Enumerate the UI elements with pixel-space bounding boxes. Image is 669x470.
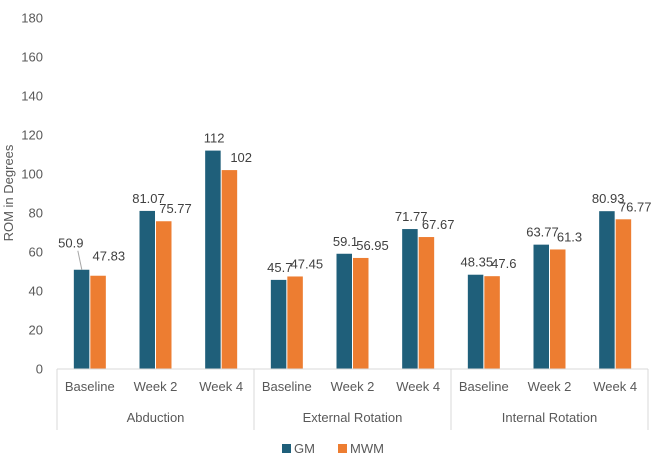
y-tick-label: 20 bbox=[29, 323, 43, 338]
bar-mwm bbox=[484, 276, 500, 369]
x-tick-label: Baseline bbox=[459, 379, 509, 394]
data-label-mwm: 61.3 bbox=[557, 229, 582, 244]
data-label-mwm: 102 bbox=[230, 150, 252, 165]
x-tick-label: Week 2 bbox=[134, 379, 178, 394]
data-label-gm: 71.77 bbox=[395, 209, 428, 224]
bar-gm bbox=[139, 210, 155, 369]
y-axis-title: ROM in Degrees bbox=[1, 144, 16, 241]
data-label-mwm: 56.95 bbox=[356, 238, 389, 253]
legend-label-mwm: MWM bbox=[350, 441, 384, 456]
data-label-gm: 48.35 bbox=[461, 255, 494, 270]
group-label: Abduction bbox=[127, 410, 185, 425]
data-label-gm: 59.1 bbox=[333, 234, 358, 249]
bar-gm bbox=[336, 253, 352, 369]
data-label-gm: 45.7 bbox=[267, 260, 292, 275]
legend-swatch-mwm bbox=[338, 444, 347, 453]
y-tick-label: 40 bbox=[29, 284, 43, 299]
legend-label-gm: GM bbox=[294, 441, 315, 456]
x-axis: Baseline Week 2 Week 4 Baseline Week 2 Week 4… bbox=[56, 368, 649, 430]
x-tick-label: Week 4 bbox=[593, 379, 637, 394]
bar-gm bbox=[73, 269, 90, 369]
y-tick-label: 0 bbox=[36, 362, 43, 377]
bar-mwm bbox=[353, 257, 369, 369]
data-label-mwm: 76.77 bbox=[619, 199, 652, 214]
y-tick-label: 100 bbox=[21, 167, 43, 182]
group-label: Internal Rotation bbox=[502, 410, 597, 425]
y-tick-label: 140 bbox=[21, 89, 43, 104]
data-label-gm: 81.07 bbox=[132, 191, 165, 206]
data-label-mwm: 47.45 bbox=[291, 256, 324, 271]
leader-line bbox=[77, 250, 83, 270]
y-tick-label: 120 bbox=[21, 128, 43, 143]
bar-mwm bbox=[156, 221, 172, 369]
bar-gm bbox=[599, 211, 615, 369]
data-label-mwm: 67.67 bbox=[422, 217, 455, 232]
group-label: External Rotation bbox=[303, 410, 403, 425]
legend: GM MWM bbox=[282, 441, 384, 456]
y-tick-label: 60 bbox=[29, 245, 43, 260]
x-tick-label: Week 2 bbox=[331, 379, 375, 394]
data-labels: 50.9 81.07 112 45.7 59.1 71.77 48.35 63.77 80.93… bbox=[58, 131, 651, 275]
data-label-mwm: 47.6 bbox=[491, 256, 516, 271]
bars bbox=[73, 150, 632, 369]
x-tick-label: Week 4 bbox=[396, 379, 440, 394]
bar-mwm bbox=[287, 276, 303, 369]
y-tick-label: 80 bbox=[29, 206, 43, 221]
data-label-gm: 112 bbox=[204, 131, 225, 146]
data-label-gm: 63.77 bbox=[526, 225, 559, 240]
bar-mwm bbox=[418, 237, 435, 369]
x-tick-label: Week 2 bbox=[528, 379, 572, 394]
y-axis-ticks: 0 20 40 60 80 100 120 140 160 180 bbox=[21, 11, 43, 377]
bar-mwm bbox=[550, 249, 566, 369]
x-tick-label: Baseline bbox=[262, 379, 312, 394]
data-label-mwm: 75.77 bbox=[159, 201, 192, 216]
legend-swatch-gm bbox=[282, 444, 291, 453]
data-label-mwm: 47.83 bbox=[93, 249, 126, 264]
bar-gm bbox=[467, 274, 484, 369]
data-label-gm: 50.9 bbox=[58, 236, 83, 251]
bar-gm bbox=[533, 244, 549, 369]
y-tick-label: 160 bbox=[21, 50, 43, 65]
bar-mwm bbox=[90, 275, 106, 369]
data-label-gm: 80.93 bbox=[592, 191, 625, 206]
bar-gm bbox=[402, 229, 418, 369]
x-tick-label: Baseline bbox=[65, 379, 115, 394]
x-tick-label: Week 4 bbox=[199, 379, 243, 394]
bar-gm bbox=[270, 279, 287, 369]
bar-mwm bbox=[615, 219, 632, 369]
y-tick-label: 180 bbox=[21, 11, 43, 26]
bar-gm bbox=[205, 150, 221, 369]
bar-mwm bbox=[221, 170, 238, 369]
